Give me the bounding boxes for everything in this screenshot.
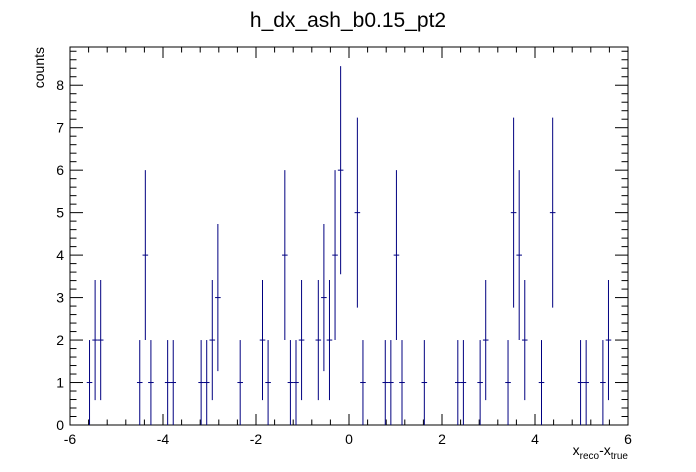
data-point [388, 340, 394, 425]
data-point [136, 340, 143, 425]
data-point [97, 279, 104, 401]
data-point [148, 340, 154, 425]
data-point [170, 340, 177, 425]
data-point [549, 117, 556, 308]
plot-frame [69, 46, 629, 426]
data-point [282, 170, 288, 341]
data-point [332, 170, 338, 341]
chart-title: h_dx_ash_b0.15_pt2 [250, 9, 446, 32]
data-point [265, 340, 271, 425]
x-tick-label: 4 [531, 431, 539, 447]
data-point [354, 117, 361, 308]
y-tick-label: 0 [56, 417, 64, 433]
data-point [393, 170, 400, 341]
data-point [399, 340, 405, 425]
data-point [259, 279, 266, 401]
x-tick-label: 0 [345, 431, 353, 447]
data-point [326, 279, 333, 401]
data-point [421, 340, 428, 425]
data-point [237, 340, 243, 425]
data-point [505, 340, 511, 425]
data-point [315, 279, 322, 401]
data-point [337, 66, 344, 275]
data-point [92, 279, 98, 401]
y-tick-label: 6 [56, 162, 64, 178]
x-axis-label-sub-reco: reco [580, 451, 600, 462]
x-tick-label: -2 [250, 431, 263, 447]
x-tick-label: 6 [624, 431, 632, 447]
data-point [321, 224, 327, 372]
y-tick-label: 8 [56, 77, 64, 93]
y-axis-tick-labels: 0 1 2 3 4 5 6 7 8 [56, 77, 64, 433]
data-point [142, 170, 149, 341]
data-point [460, 340, 467, 425]
x-axis-label-sub-true: true [611, 451, 629, 462]
y-tick-label: 3 [56, 290, 64, 306]
data-point [538, 340, 545, 425]
y-tick-label: 5 [56, 205, 64, 221]
x-axis-label-sep: -x [599, 442, 611, 458]
data-point [600, 340, 606, 425]
x-axis-tick-labels: -6 -4 -2 0 2 4 6 [64, 431, 632, 447]
data-point [293, 340, 299, 425]
y-tick-label: 1 [56, 375, 64, 391]
x-axis-ticks [69, 47, 629, 425]
data-point [577, 340, 584, 425]
x-axis-label-base: x [573, 442, 580, 458]
y-tick-label: 2 [56, 332, 64, 348]
y-tick-label: 7 [56, 120, 64, 136]
data-point [583, 340, 589, 425]
data-point [298, 279, 305, 401]
data-point [510, 117, 517, 308]
data-point [382, 340, 389, 425]
x-tick-label: -6 [64, 431, 77, 447]
x-tick-label: 2 [438, 431, 446, 447]
data-point [215, 224, 221, 372]
data-point [516, 170, 522, 341]
data-point [198, 340, 204, 425]
data-point [164, 340, 171, 425]
data-point [86, 340, 93, 425]
data-point [203, 340, 210, 425]
data-point [482, 279, 489, 401]
data-point [477, 340, 483, 425]
data-point [287, 340, 294, 425]
data-point [521, 279, 528, 401]
y-axis-label: counts [31, 47, 47, 88]
x-axis-label: xreco-xtrue [573, 442, 629, 462]
data-point [455, 340, 461, 425]
data-point [209, 279, 216, 401]
x-tick-label: -4 [157, 431, 170, 447]
y-tick-label: 4 [56, 247, 64, 263]
y-axis-ticks [70, 50, 628, 426]
data-point [360, 340, 366, 425]
data-point [605, 279, 612, 401]
data-points [86, 66, 612, 425]
